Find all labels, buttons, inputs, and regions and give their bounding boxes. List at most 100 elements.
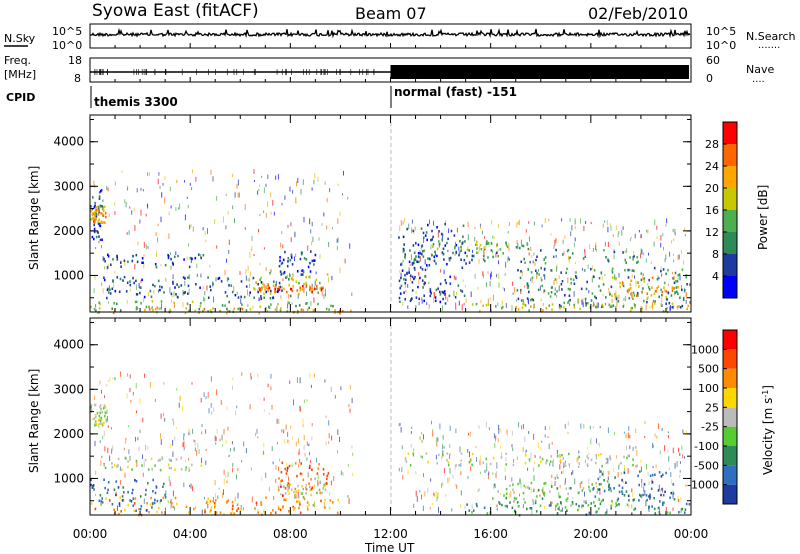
scatter-point <box>640 306 642 310</box>
scatter-point <box>311 468 313 471</box>
scatter-point <box>108 213 110 218</box>
scatter-point <box>640 278 643 282</box>
scatter-point <box>107 481 110 484</box>
scatter-point <box>187 284 190 288</box>
scatter-point <box>101 501 104 504</box>
colorbar-segment <box>723 188 737 210</box>
scatter-point <box>632 256 634 259</box>
scatter-point <box>604 302 606 306</box>
scatter-point <box>93 223 95 227</box>
scatter-point <box>648 288 651 291</box>
scatter-point <box>274 288 276 291</box>
scatter-point <box>507 256 509 260</box>
scatter-point <box>107 447 109 453</box>
scatter-point <box>245 275 247 281</box>
scatter-point <box>559 495 561 499</box>
scatter-point <box>591 277 593 283</box>
scatter-point <box>184 280 186 286</box>
scatter-point <box>332 227 333 230</box>
scatter-point <box>147 482 149 485</box>
scatter-point <box>595 485 597 488</box>
scatter-point <box>243 441 245 447</box>
scatter-point <box>189 430 191 436</box>
scatter-point <box>517 242 518 246</box>
scatter-point <box>432 429 434 432</box>
scatter-point <box>514 287 516 293</box>
scatter-point <box>582 257 585 260</box>
scatter-point <box>433 255 436 258</box>
scatter-point <box>297 177 299 183</box>
scatter-point <box>117 464 119 467</box>
scatter-point <box>661 293 663 297</box>
scatter-point <box>636 256 638 259</box>
scatter-point <box>535 269 537 272</box>
scatter-point <box>648 278 650 282</box>
scatter-point <box>240 307 242 310</box>
scatter-point <box>553 245 555 250</box>
scatter-point <box>191 169 193 174</box>
scatter-point <box>476 504 478 508</box>
scatter-point <box>681 304 684 308</box>
scatter-point <box>242 507 244 511</box>
scatter-point <box>286 466 289 470</box>
scatter-point <box>306 441 308 446</box>
scatter-point <box>426 238 428 242</box>
scatter-point <box>128 449 130 455</box>
scatter-point <box>525 229 527 233</box>
scatter-point <box>281 289 283 292</box>
scatter-point <box>539 285 541 291</box>
scatter-point <box>429 219 430 225</box>
scatter-point <box>94 219 96 223</box>
scatter-point <box>260 503 263 506</box>
scatter-point <box>552 462 554 467</box>
scatter-point <box>234 293 237 297</box>
scatter-point <box>464 251 467 255</box>
scatter-point <box>557 477 559 480</box>
scatter-point <box>539 494 541 497</box>
scatter-point <box>467 449 469 453</box>
scatter-point <box>398 279 401 283</box>
scatter-point <box>409 274 412 277</box>
scatter-point <box>265 267 267 271</box>
scatter-point <box>434 251 436 256</box>
scatter-point <box>245 269 247 275</box>
scatter-point <box>326 482 328 485</box>
scatter-point <box>403 243 405 246</box>
scatter-point <box>215 492 216 498</box>
scatter-point <box>685 293 687 299</box>
scatter-point <box>255 501 258 504</box>
scatter-point <box>410 431 412 434</box>
scatter-point <box>467 221 469 228</box>
scatter-point <box>459 239 461 243</box>
scatter-point <box>118 502 121 505</box>
scatter-point <box>632 258 634 261</box>
scatter-point <box>165 277 167 282</box>
scatter-point <box>513 500 515 503</box>
scatter-point <box>559 307 561 310</box>
scatter-point <box>404 298 406 301</box>
scatter-point <box>423 249 426 252</box>
scatter-point <box>633 255 635 258</box>
scatter-point <box>257 511 259 514</box>
scatter-point <box>434 296 437 299</box>
scatter-point <box>435 491 437 497</box>
scatter-point <box>508 247 510 252</box>
scatter-point <box>308 452 310 456</box>
scatter-point <box>401 445 403 450</box>
scatter-point <box>99 422 102 425</box>
scatter-point <box>297 492 299 497</box>
scatter-point <box>676 280 679 283</box>
scatter-point <box>169 479 171 482</box>
scatter-point <box>135 284 137 291</box>
scatter-point <box>314 173 316 179</box>
scatter-point <box>209 510 211 514</box>
scatter-point <box>527 284 530 288</box>
scatter-point <box>592 426 594 429</box>
scatter-point <box>614 295 617 299</box>
scatter-point <box>618 490 621 494</box>
scatter-point <box>577 457 579 460</box>
scatter-point <box>317 291 319 294</box>
scatter-point <box>347 495 349 498</box>
scatter-point <box>295 304 297 308</box>
